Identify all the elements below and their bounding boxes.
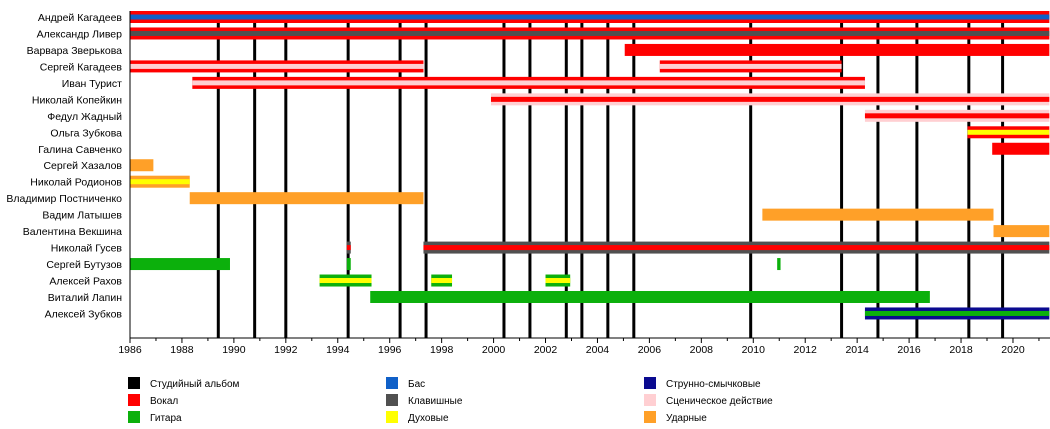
legend-swatch-stage (644, 394, 656, 406)
member-name-label: Николай Гусев (51, 243, 123, 255)
member-bar-drums (762, 208, 994, 221)
member-bar-stripe-wind (130, 179, 190, 185)
legend-swatch-wind (386, 411, 398, 423)
x-tick-label: 2002 (534, 344, 558, 356)
legend-swatch-guitar (128, 411, 140, 423)
member-bar-stripe-guitar (864, 310, 1050, 316)
member-labels: Андрей Кагадеев Александр Ливер Варвара Зв… (6, 12, 122, 320)
member-bar-vocal (992, 142, 1050, 155)
x-tick-label: 2012 (794, 344, 818, 356)
x-tick-label: 2008 (690, 344, 714, 356)
member-bar-stripe-keys (130, 30, 1050, 36)
x-tick-label: 2000 (482, 344, 506, 356)
member-bar-stripe-wind (545, 278, 571, 284)
member-bar-stripe-wind (431, 278, 453, 284)
member-bar-stripe-vocal (423, 245, 1050, 251)
legend-label: Ударные (666, 413, 707, 424)
x-tick-label: 2004 (586, 344, 610, 356)
member-bar-stripe-vocal (490, 96, 1050, 102)
member-name-label: Алексей Рахов (49, 276, 122, 288)
member-name-label: Варвара Зверькова (27, 45, 123, 57)
member-name-label: Николай Копейкин (32, 94, 122, 106)
member-bar-guitar (777, 258, 781, 271)
member-bar-drums (993, 225, 1050, 238)
member-bar-drums (189, 192, 424, 205)
legend-swatch-bass (386, 377, 398, 389)
x-tick-label: 1986 (118, 344, 142, 356)
legend-swatch-strings (644, 377, 656, 389)
member-bars (130, 11, 1050, 320)
legend-swatch-keys (386, 394, 398, 406)
x-tick-label: 1988 (170, 344, 194, 356)
member-bar-guitar (346, 258, 351, 271)
member-bar-guitar (130, 258, 230, 271)
member-name-label: Вадим Латышев (42, 210, 122, 222)
member-name-label: Виталий Лапин (48, 292, 122, 304)
x-axis: 1986 1988 1990 1992 1994 1996 1998 2000 2002 2004… (118, 11, 1050, 356)
x-tick-label: 2014 (845, 344, 869, 356)
member-bar-stripe-vocal (864, 113, 1050, 119)
x-tick-label: 1994 (326, 344, 350, 356)
legend-label: Клавишные (408, 396, 463, 407)
legend-label: Бас (408, 379, 425, 390)
member-name-label: Сергей Хазалов (43, 160, 122, 172)
x-tick-label: 1996 (378, 344, 402, 356)
legend-swatch-drums (644, 411, 656, 423)
legend: Студийный альбом Вокал Гитара Бас Клавишные Д… (128, 377, 773, 424)
legend-label: Сценическое действие (666, 396, 773, 407)
x-tick-label: 1992 (274, 344, 298, 356)
x-tick-label: 2010 (742, 344, 766, 356)
member-name-label: Николай Родионов (30, 177, 122, 189)
member-name-label: Владимир Постниченко (6, 193, 122, 205)
legend-swatch-studio (128, 377, 140, 389)
legend-label: Гитара (150, 413, 182, 424)
member-bar-drums (130, 159, 154, 172)
member-name-label: Валентина Векшина (23, 226, 122, 238)
member-bar-stripe-bass (130, 14, 1050, 20)
x-tick-label: 2020 (1001, 344, 1025, 356)
member-name-label: Иван Турист (62, 78, 122, 90)
member-name-label: Ольга Зубкова (50, 127, 122, 139)
legend-swatch-vocal (128, 394, 140, 406)
member-bar-guitar (370, 290, 930, 303)
member-bar-stripe-wind (319, 278, 372, 284)
legend-label: Вокал (150, 396, 178, 407)
member-name-label: Федул Жадный (47, 111, 122, 123)
studio-album-lines (216, 23, 1005, 338)
legend-label: Студийный альбом (150, 378, 240, 390)
x-tick-label: 1998 (430, 344, 454, 356)
member-name-label: Сергей Бутузов (46, 259, 122, 271)
legend-label: Духовые (408, 413, 449, 424)
member-name-label: Сергей Кагадеев (40, 61, 123, 73)
member-bar-stripe-stage (130, 63, 424, 69)
x-tick-label: 2006 (638, 344, 662, 356)
member-name-label: Галина Савченко (38, 144, 122, 156)
member-bar-stripe-stage (659, 63, 842, 69)
x-tick-label: 1990 (222, 344, 246, 356)
member-name-label: Андрей Кагадеев (38, 12, 123, 24)
member-bar-stripe-wind (967, 129, 1050, 135)
member-bar-vocal (624, 43, 1050, 56)
member-bar-stripe-vocal (346, 245, 351, 251)
x-tick-label: 2018 (949, 344, 973, 356)
member-bar-stripe-stage (192, 80, 865, 86)
member-name-label: Александр Ливер (37, 28, 123, 40)
x-tick-label: 2016 (897, 344, 921, 356)
legend-label: Струнно-смычковые (666, 379, 761, 390)
member-name-label: Алексей Зубков (45, 308, 123, 320)
